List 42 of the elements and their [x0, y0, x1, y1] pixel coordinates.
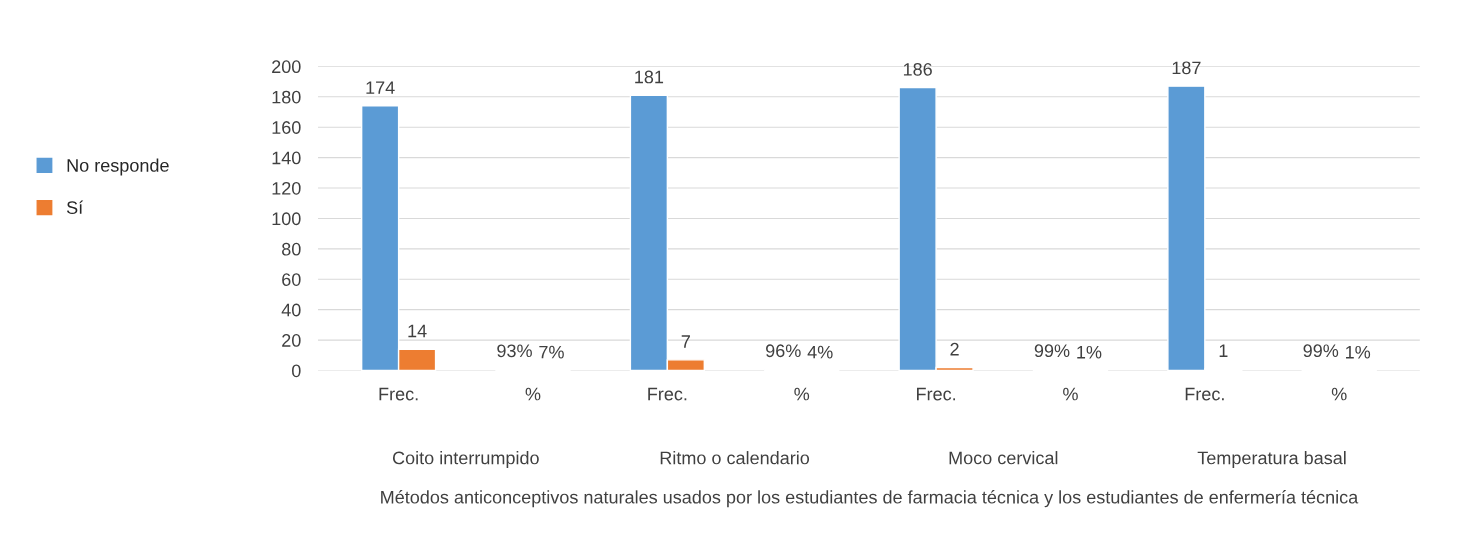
data-label: 174: [366, 81, 395, 94]
y-tick-label: 180: [272, 90, 301, 104]
legend-label: Sí: [66, 200, 84, 215]
data-label: 186: [903, 62, 932, 76]
text: Ritmo o calendario: [660, 451, 810, 465]
text: Moco cervical: [949, 451, 1058, 465]
data-label: 14: [408, 324, 427, 338]
data-label: 7: [681, 335, 690, 348]
x-tick-label: %: [1063, 387, 1078, 401]
data-label: 181: [635, 70, 664, 84]
x-tick-label: %: [1331, 387, 1347, 401]
data-label: 1%: [1077, 345, 1102, 359]
data-label: 7%: [539, 345, 564, 359]
data-label: 2: [950, 342, 959, 356]
y-tick-label: 200: [272, 60, 301, 74]
x-tick-label: %: [525, 387, 541, 401]
y-tick-label: 60: [282, 273, 301, 286]
text: Temperatura basal: [1197, 451, 1346, 468]
y-tick-label: 0: [291, 364, 301, 378]
y-tick-label: 80: [282, 242, 301, 256]
data-label: 1: [1219, 344, 1228, 357]
y-tick-label: 160: [272, 121, 301, 134]
x-tick-label: Frec.: [379, 387, 418, 401]
data-label: 187: [1172, 61, 1201, 75]
y-tick-label: 20: [282, 334, 301, 347]
y-tick-label: 40: [281, 303, 301, 317]
data-label: 4%: [807, 345, 833, 359]
y-tick-label: 120: [272, 181, 301, 195]
data-label: 93%: [497, 344, 532, 358]
legend-label: No responde: [67, 158, 169, 176]
data-label: 99%: [1303, 344, 1339, 358]
y-tick-label: 100: [272, 212, 301, 226]
text: Coito interrumpido: [392, 451, 539, 468]
x-axis-title: Métodos anticonceptivos naturales usados por los estudiantes de farmacia técnica y los estudiantes de enfermería técnica: [381, 490, 1359, 508]
x-tick-label: Frec.: [917, 387, 956, 401]
data-label: 99%: [1034, 344, 1070, 358]
x-tick-label: Frec.: [1185, 387, 1224, 401]
x-tick-label: %: [794, 387, 810, 401]
data-label: 1%: [1346, 345, 1371, 359]
data-label: 96%: [766, 344, 801, 358]
x-tick-label: Frec.: [648, 387, 687, 401]
y-tick-label: 140: [272, 151, 301, 165]
